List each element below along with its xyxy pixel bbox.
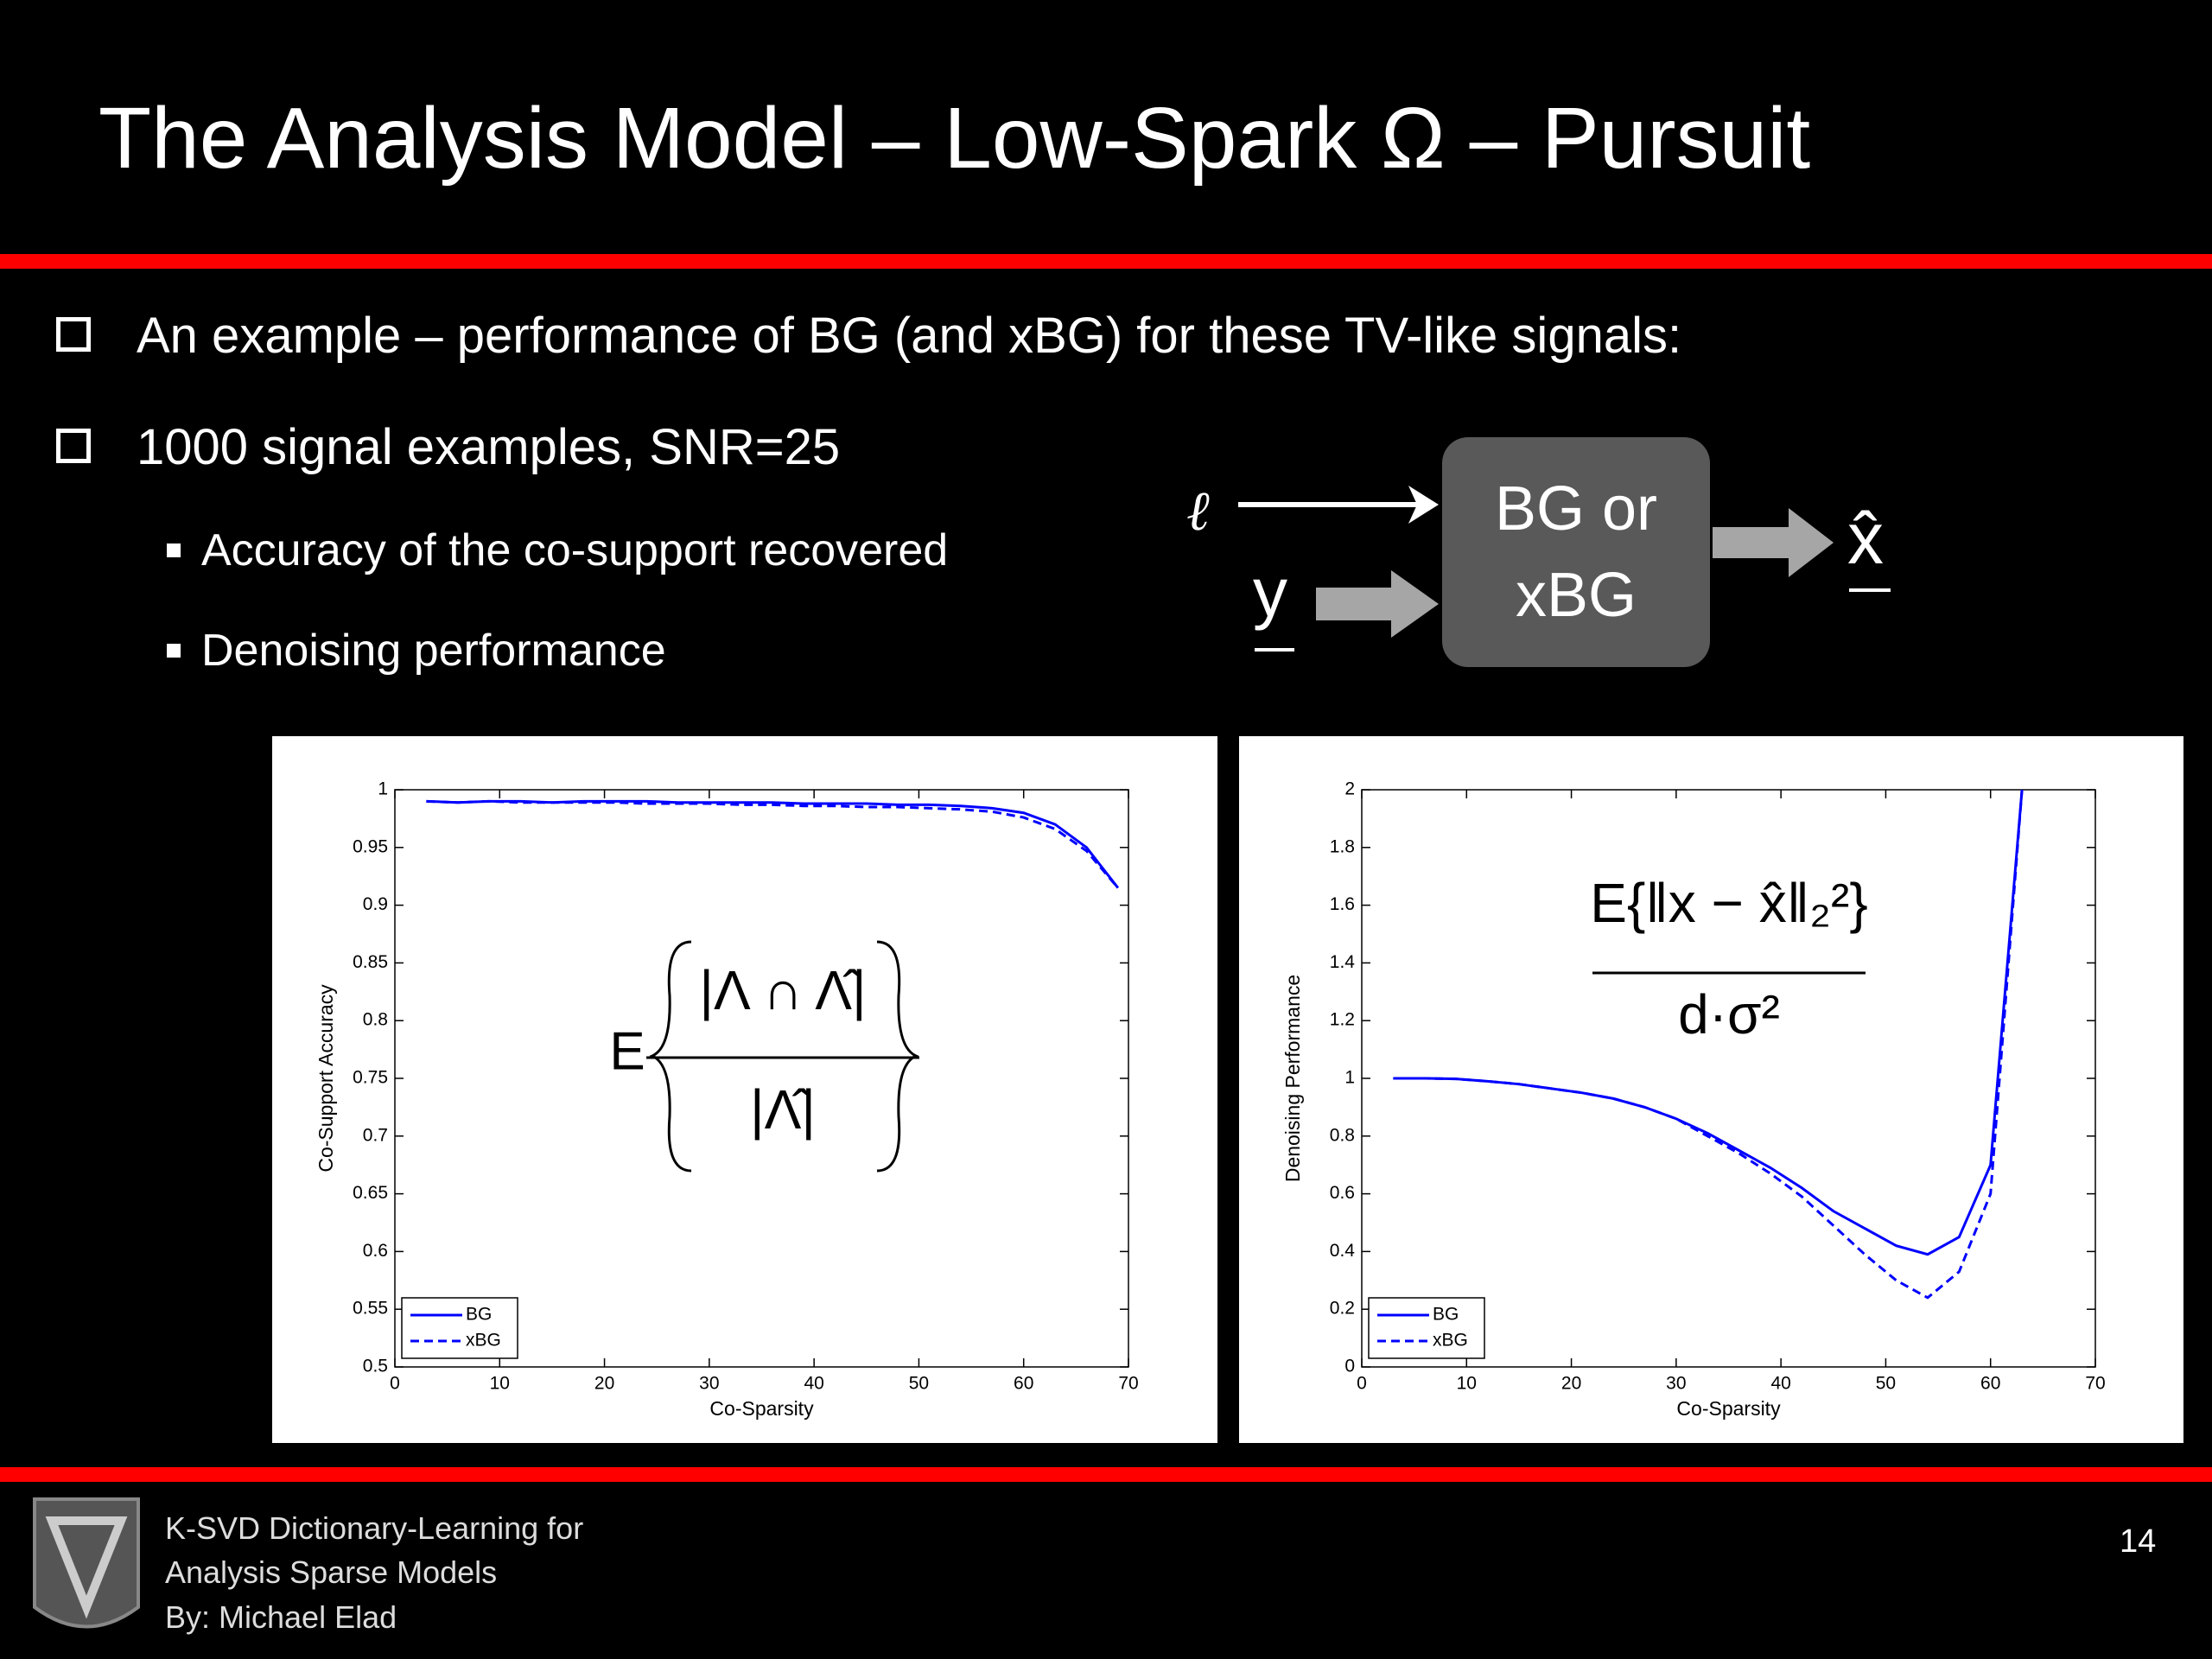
x-axis-label: Co-Sparsity (709, 1397, 814, 1420)
footer-text: Analysis Sparse Models (165, 1554, 498, 1590)
arrow-head (1408, 486, 1439, 524)
y-tick-label: 0.4 (1330, 1241, 1356, 1261)
data-line (426, 799, 1120, 889)
y-tick-label: 0.65 (353, 1183, 388, 1203)
x-tick-label: 50 (1876, 1374, 1896, 1394)
y-tick-label: 2 (1344, 779, 1355, 799)
y-tick-label: 1.2 (1330, 1010, 1355, 1030)
y-tick-label: 0.55 (353, 1299, 388, 1319)
formula-numerator: |Λ ∩ Λ̂| (699, 959, 866, 1021)
x-tick-label: 70 (1118, 1374, 1138, 1394)
bullet: An example – performance of BG (and xBG)… (137, 308, 1682, 364)
slide-title: The Analysis Model – Low-Spark Ω – Pursu… (99, 90, 1811, 187)
legend-label: xBG (1433, 1331, 1468, 1351)
x-axis-label: Co-Sparsity (1676, 1397, 1781, 1420)
diagram-output: x̂ (1847, 498, 1884, 579)
formula-numerator: E{‖x − x̂‖₂²} (1590, 872, 1867, 934)
sub-bullet: Denoising performance (201, 626, 666, 676)
x-tick-label: 0 (390, 1374, 400, 1394)
x-tick-label: 70 (2085, 1374, 2105, 1394)
y-tick-label: 1.6 (1330, 894, 1355, 914)
footer-text: By: Michael Elad (165, 1599, 397, 1635)
chart-panel: 0 10 20 30 40 50 60 70 0.5 0.55 0.6 0.65 0.7 0.75 0.8 0… (272, 736, 1217, 1443)
sub-bullet-icon (167, 644, 181, 658)
y-tick-label: 0.95 (353, 836, 388, 856)
y-tick-label: 0.2 (1330, 1299, 1355, 1319)
arrow (1316, 570, 1439, 638)
y-tick-label: 0.6 (1330, 1183, 1355, 1203)
formula-denominator: |Λ̂| (750, 1078, 816, 1141)
chart-panel: 0 10 20 30 40 50 60 70 0 0.2 0.4 0.6 0.8 1 1.2 1.4 1.6 1.… (1239, 736, 2183, 1443)
bullet-icon (56, 429, 91, 463)
formula-denominator: d·σ² (1678, 983, 1780, 1046)
legend-label: xBG (466, 1331, 501, 1351)
y-tick-label: 0.5 (363, 1357, 388, 1376)
legend-label: BG (466, 1305, 492, 1325)
bullet: 1000 signal examples, SNR=25 (137, 419, 841, 475)
arrow (1713, 508, 1834, 577)
divider (0, 1467, 2212, 1482)
x-tick-label: 10 (1457, 1374, 1477, 1394)
y-tick-label: 0.9 (363, 894, 388, 914)
page-number: 14 (2120, 1523, 2157, 1560)
diagram-input: ℓ (1186, 480, 1210, 542)
y-tick-label: 0.85 (353, 952, 388, 972)
formula-brace (876, 940, 919, 1173)
x-tick-label: 40 (804, 1374, 823, 1394)
y-tick-label: 0.8 (1330, 1125, 1355, 1145)
footer-text: K-SVD Dictionary-Learning for (165, 1510, 584, 1546)
y-tick-label: 1.8 (1330, 836, 1355, 856)
y-tick-label: 0.7 (363, 1125, 388, 1145)
y-axis-label: Co-Support Accuracy (315, 984, 337, 1173)
legend-box (1368, 1297, 1485, 1359)
y-tick-label: 0.75 (353, 1068, 388, 1088)
data-line (1393, 789, 2024, 1300)
sub-bullet-icon (167, 543, 181, 557)
x-tick-label: 20 (594, 1374, 614, 1394)
formula-prefix: E (609, 1021, 645, 1081)
x-tick-label: 30 (1666, 1374, 1686, 1394)
y-tick-label: 1.4 (1330, 952, 1356, 972)
x-tick-label: 40 (1770, 1374, 1790, 1394)
x-tick-label: 20 (1561, 1374, 1581, 1394)
x-tick-label: 30 (699, 1374, 719, 1394)
x-tick-label: 50 (909, 1374, 929, 1394)
y-tick-label: 1 (378, 779, 388, 799)
legend-box (401, 1297, 518, 1359)
diagram-input: y (1253, 554, 1287, 631)
legend-label: BG (1433, 1305, 1459, 1325)
data-line (426, 799, 1120, 889)
logo (45, 1516, 128, 1619)
y-axis-label: Denoising Performance (1281, 975, 1304, 1182)
x-tick-label: 0 (1357, 1374, 1367, 1394)
divider (0, 254, 2212, 269)
bullet-icon (56, 317, 91, 352)
x-tick-label: 60 (1980, 1374, 2000, 1394)
sub-bullet: Accuracy of the co-support recovered (201, 525, 949, 575)
y-tick-label: 0.6 (363, 1241, 388, 1261)
chart: 0 10 20 30 40 50 60 70 0.5 0.55 0.6 0.65 0.7 0.75 0.8 0… (315, 779, 1139, 1421)
formula-brace (649, 940, 692, 1173)
x-tick-label: 60 (1014, 1374, 1033, 1394)
x-tick-label: 10 (490, 1374, 510, 1394)
y-tick-label: 0 (1344, 1357, 1355, 1376)
chart: 0 10 20 30 40 50 60 70 0 0.2 0.4 0.6 0.8 1 1.2 1.4 1.6 1.… (1281, 779, 2106, 1421)
diagram-block: BG or xBG (1442, 437, 1710, 667)
y-tick-label: 1 (1344, 1068, 1355, 1088)
y-tick-label: 0.8 (363, 1010, 388, 1030)
